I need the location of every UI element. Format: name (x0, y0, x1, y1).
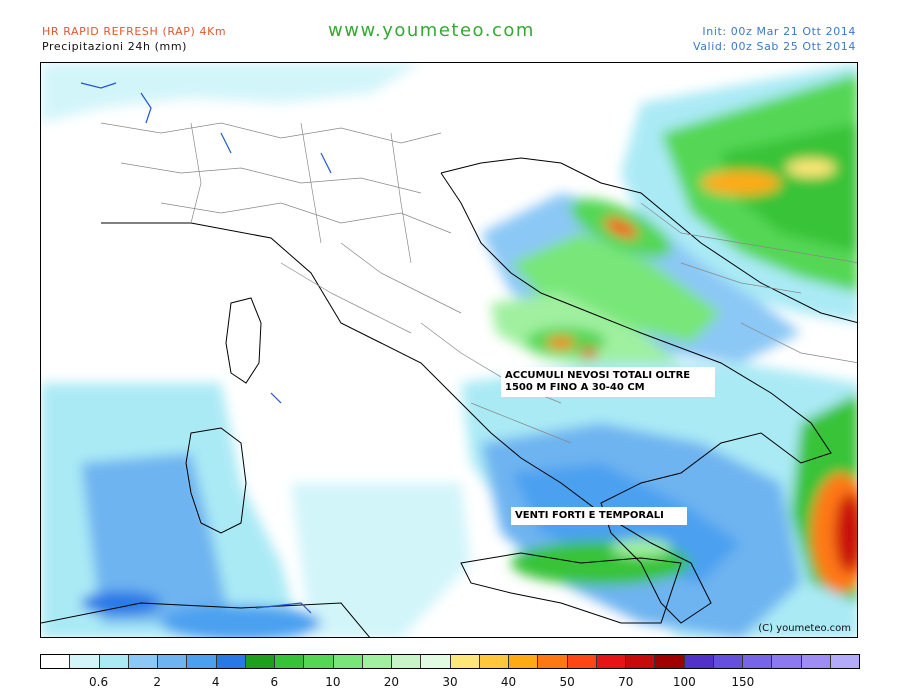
legend-swatch (392, 655, 422, 668)
color-legend (40, 654, 860, 669)
admin-borders (100, 122, 857, 444)
legend-label: 2 (153, 675, 161, 689)
legend-swatch (772, 655, 802, 668)
legend-swatch (801, 655, 831, 668)
legend-label: 0.6 (89, 675, 109, 689)
storms-annotation: VENTI FORTI E TEMPORALI (511, 507, 687, 525)
legend-swatch (538, 655, 568, 668)
legend-swatch (99, 655, 129, 668)
legend-swatch (713, 655, 743, 668)
snow-annotation-line-1: ACCUMULI NEVOSI TOTALI OLTRE (505, 370, 691, 381)
legend-label: 30 (442, 675, 458, 689)
model-title: HR RAPID REFRESH (RAP) 4Km (42, 25, 227, 38)
legend-swatch (684, 655, 714, 668)
legend-swatch (245, 655, 275, 668)
legend-swatch (187, 655, 217, 668)
legend-label: 6 (270, 675, 279, 689)
legend-label: 4 (211, 675, 220, 689)
legend-swatch (626, 655, 656, 668)
legend-swatch (450, 655, 480, 668)
legend-swatch (509, 655, 539, 668)
legend-label: 10 (325, 675, 341, 689)
legend-swatch (567, 655, 597, 668)
legend-label: 70 (618, 675, 634, 689)
legend-swatch (655, 655, 685, 668)
legend-labels: 0.6 2 4 6 10 20 30 40 50 70 100 150 (40, 675, 860, 691)
site-url[interactable]: www.youmeteo.com (328, 20, 535, 41)
legend-swatch (830, 655, 859, 668)
coastlines (41, 157, 857, 637)
snow-annotation: ACCUMULI NEVOSI TOTALI OLTRE 1500 M FINO… (501, 367, 715, 397)
legend-swatch (421, 655, 451, 668)
legend-swatch (216, 655, 246, 668)
map-graphic (41, 63, 857, 637)
legend-swatch (70, 655, 100, 668)
precipitation-field (41, 63, 857, 637)
precipitation-map: ACCUMULI NEVOSI TOTALI OLTRE 1500 M FINO… (40, 62, 858, 638)
legend-label: 100 (672, 675, 696, 689)
legend-label: 40 (500, 675, 517, 689)
legend-swatch (128, 655, 158, 668)
copyright-notice: (C) youmeteo.com (758, 623, 851, 634)
legend-swatch (41, 655, 71, 668)
legend-swatch (333, 655, 363, 668)
legend-swatch (743, 655, 773, 668)
valid-time: Valid: 00z Sab 25 Ott 2014 (692, 40, 856, 53)
legend-swatch (158, 655, 188, 668)
legend-swatch (275, 655, 305, 668)
lakes (80, 82, 332, 614)
legend-swatch (596, 655, 626, 668)
legend-swatch (304, 655, 334, 668)
init-time: Init: 00z Mar 21 Ott 2014 (702, 25, 856, 38)
snow-annotation-line-2: 1500 M FINO A 30-40 CM (505, 382, 645, 393)
field-title: Precipitazioni 24h (mm) (42, 40, 188, 53)
legend-swatch (362, 655, 392, 668)
legend-label: 20 (383, 675, 400, 689)
legend-label: 50 (559, 675, 575, 689)
legend-swatch (479, 655, 509, 668)
legend-label: 150 (731, 675, 755, 689)
